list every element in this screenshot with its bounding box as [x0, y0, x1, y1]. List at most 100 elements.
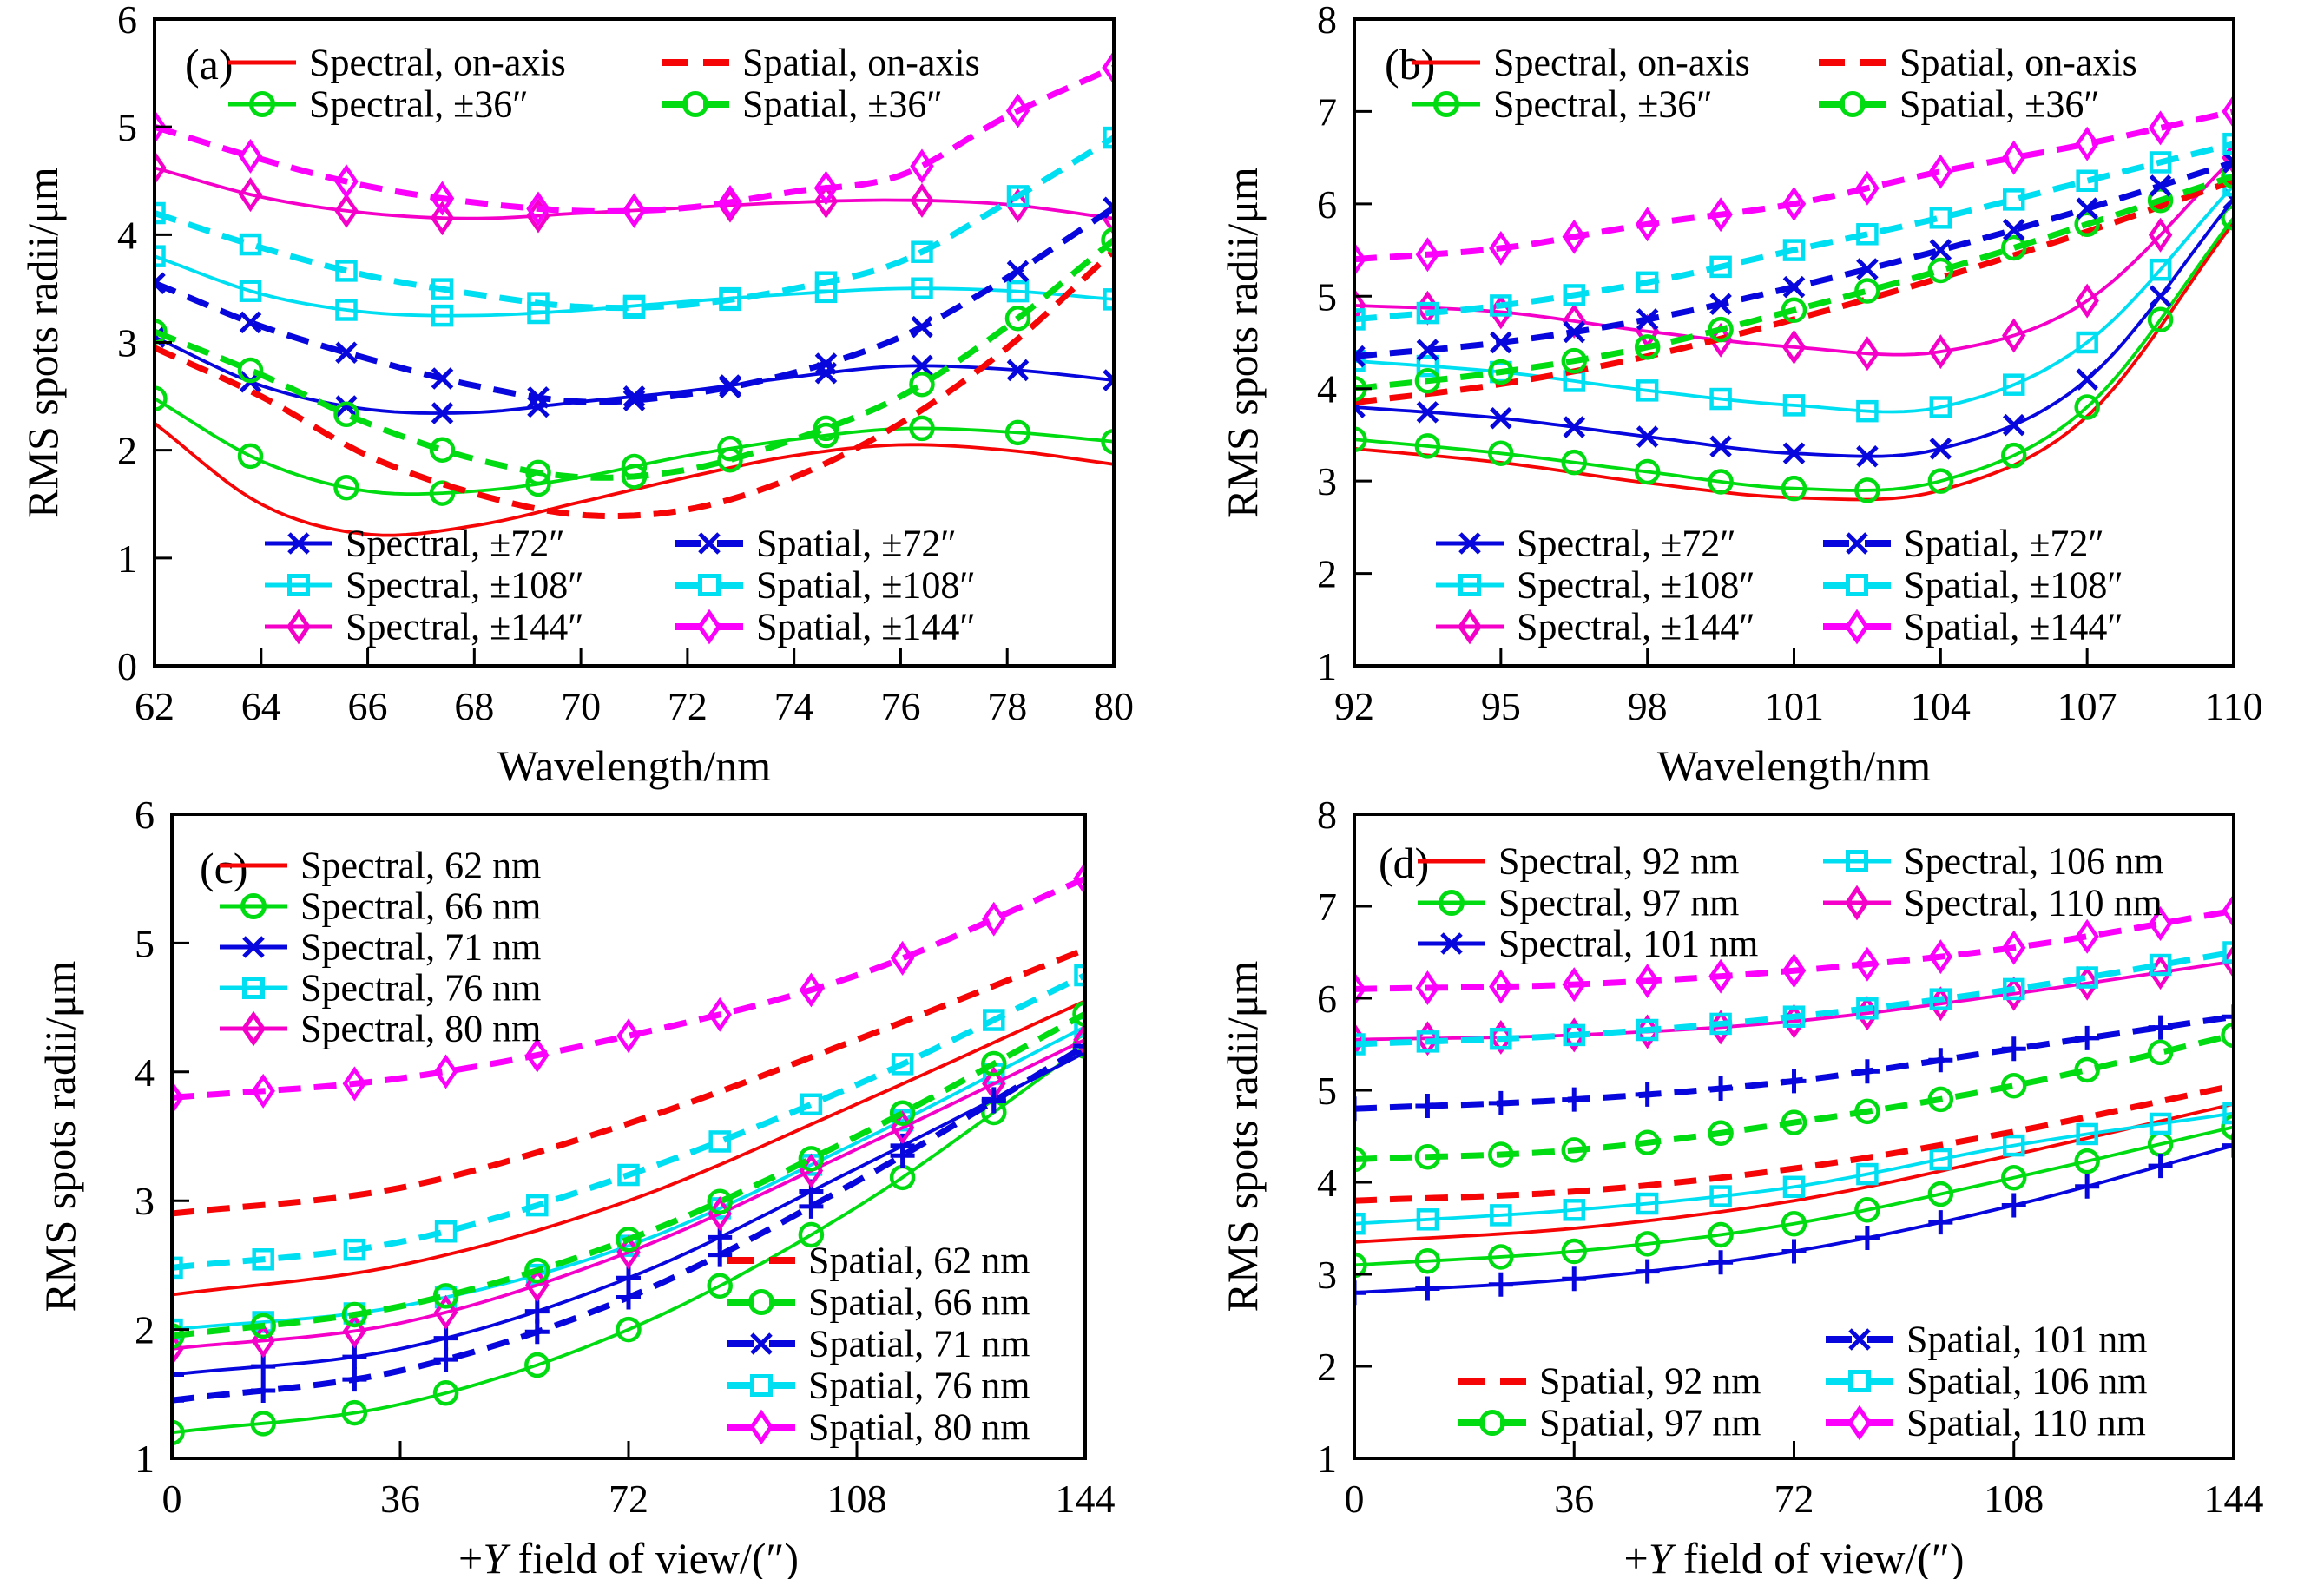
circle-marker-icon [1781, 297, 1807, 323]
circle-marker-icon [707, 1273, 733, 1299]
diamond-marker-icon [696, 609, 722, 645]
square-marker-icon [1856, 1162, 1879, 1186]
diamond-marker-icon [1457, 609, 1483, 645]
diamond-marker-icon [334, 193, 359, 228]
circle-marker-icon [1072, 1001, 1083, 1027]
series-c-6 [174, 1001, 1083, 1349]
x-marker-icon [1929, 239, 1952, 261]
series-line [174, 972, 1083, 1271]
legend-entry: Spectral, ±144″ [1436, 606, 1755, 648]
plus-marker-icon [1854, 1225, 1880, 1250]
legend-label: Spatial, 80 nm [808, 1406, 1030, 1449]
circle-marker-icon [1708, 1120, 1734, 1147]
square-marker-icon [1856, 223, 1879, 246]
square-marker-icon [708, 1130, 731, 1153]
x-marker-icon [622, 389, 646, 411]
legend-entry: Spatial, ±72″ [1823, 523, 2104, 565]
plus-marker-icon [2222, 1133, 2232, 1158]
x-marker-icon [1103, 369, 1112, 391]
square-marker-icon [1356, 308, 1366, 331]
x-marker-icon [1782, 442, 1806, 464]
circle-marker-icon [333, 401, 359, 428]
circle-marker-icon [524, 1352, 550, 1378]
plus-marker-icon [1073, 1034, 1083, 1059]
x-tick-label: 98 [1628, 684, 1668, 728]
plus-marker-icon [1488, 1272, 1513, 1297]
circle-marker-icon [1356, 1146, 1367, 1173]
diamond-marker-icon [430, 201, 455, 236]
circle-marker-icon [813, 422, 839, 449]
legend-entry: Spectral, on-axis [1412, 42, 1750, 84]
series-c-0 [174, 1000, 1083, 1297]
plus-marker-icon [1635, 1082, 1660, 1107]
plus-marker-icon [1928, 1210, 1953, 1235]
legend-entry: Spatial, 80 nm [727, 1406, 1030, 1449]
series-a-1 [156, 385, 1112, 506]
series-line [1356, 156, 2232, 357]
series-line [1356, 173, 2232, 392]
square-marker-icon [1929, 396, 1952, 418]
series-line [1356, 109, 2232, 263]
diamond-marker-icon [238, 138, 263, 174]
diamond-marker-icon [1781, 953, 1807, 989]
plus-marker-icon [1635, 1259, 1660, 1284]
plus-marker-icon [524, 1319, 550, 1345]
square-marker-icon [1636, 379, 1659, 402]
diamond-marker-icon [1005, 188, 1030, 223]
legend-label: Spectral, ±72″ [1517, 523, 1736, 565]
x-tick-label: 108 [1984, 1477, 2044, 1521]
square-marker-icon [1856, 399, 1879, 423]
square-marker-icon [2222, 132, 2232, 155]
square-marker-icon [719, 288, 741, 312]
series-a-0 [156, 422, 1112, 537]
square-marker-icon [1416, 354, 1439, 378]
series-c-7 [174, 1034, 1083, 1413]
square-marker-icon [891, 1053, 914, 1076]
legend-entry: Spectral, 66 nm [220, 885, 541, 928]
y-axis-title: RMS spots radii/μm [18, 167, 67, 518]
square-marker-icon [1636, 271, 1659, 294]
diamond-marker-icon [1489, 1019, 1513, 1055]
x-tick-label: 70 [561, 684, 601, 728]
legend-entry: Spectral, ±72″ [265, 523, 565, 565]
x-marker-icon [1856, 444, 1879, 468]
panel-c: 0 36 72 108 144 1 2 3 4 5 6 +Y field of view/(″) RMS… [36, 793, 1116, 1579]
circle-marker-icon [333, 474, 359, 501]
diamond-marker-icon [342, 1313, 367, 1349]
y-tick-label: 4 [1317, 367, 1337, 411]
diamond-marker-icon [813, 170, 839, 206]
x-marker-icon [1006, 260, 1030, 283]
plus-marker-icon [1488, 1090, 1513, 1115]
x-tick-label: 92 [1334, 684, 1374, 728]
x-marker-icon [431, 402, 454, 424]
square-marker-icon [343, 1238, 366, 1261]
square-marker-icon [2149, 953, 2172, 977]
circle-marker-icon [1561, 1137, 1587, 1163]
x-tick-label: 108 [827, 1477, 887, 1521]
diamond-marker-icon [2002, 140, 2026, 175]
panel-a: 62 64 66 68 70 72 74 76 78 80 0 1 2 3 4 5 6 Wavelength/nm… [18, 0, 1134, 790]
x-tick-label: 144 [1056, 1477, 1116, 1521]
legend-entry: Spatial, ±144″ [675, 606, 976, 648]
legend-entry: Spatial, 71 nm [727, 1323, 1030, 1365]
circle-marker-icon [2001, 442, 2027, 469]
square-marker-icon [2076, 966, 2098, 989]
panel-b: 92 95 98 101 104 107 110 1 2 3 4 5 6 7 8 Wavelength/nm R… [1218, 0, 2263, 790]
series-line [1356, 1111, 2232, 1226]
series-d-8 [1356, 941, 2232, 1056]
square-marker-icon [156, 201, 166, 225]
circle-marker-icon [621, 464, 648, 490]
series-line [1356, 908, 2232, 992]
axis-frame-b [1353, 17, 2235, 668]
series-line [174, 1011, 1083, 1339]
circle-marker-icon [2221, 163, 2232, 189]
x-tick-label: 78 [987, 684, 1027, 728]
circle-marker-icon [1927, 257, 1954, 284]
circle-marker-icon [1004, 419, 1031, 446]
x-marker-icon [1356, 345, 1366, 368]
legend-entry: Spectral, on-axis [228, 42, 566, 84]
y-axis-title: RMS spots radii/μm [36, 961, 84, 1313]
x-tick-label: 62 [135, 684, 174, 728]
circle-marker-icon [249, 91, 275, 117]
